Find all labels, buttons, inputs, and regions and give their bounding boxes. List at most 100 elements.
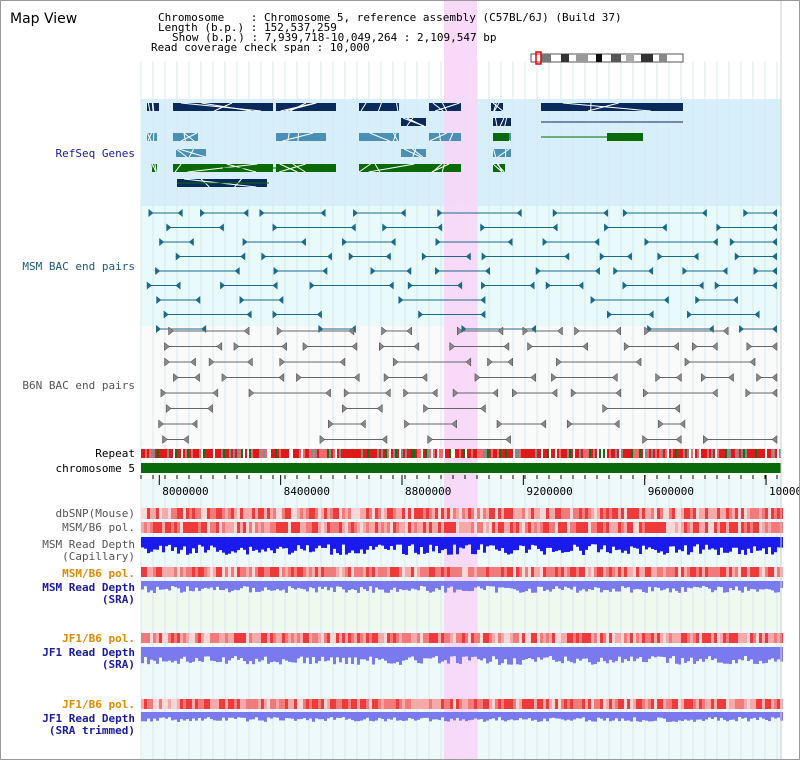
jf1-depth-sra-bar [456,647,459,664]
label-jf1-depth-trim[interactable]: JF1 Read Depth [42,712,135,725]
jf1-depth-trim-bar [405,712,408,721]
label-chromosome[interactable]: chromosome 5 [55,462,135,475]
jf1-b6-pol-trim-mark [765,699,768,709]
msm-b6-pol-sra-mark [366,567,369,577]
b6n-bac-end [771,341,778,352]
jf1-b6-pol-mark [378,633,381,643]
jf1-depth-sra-bar [669,647,672,659]
msm-depth-capillary-bar [453,537,456,545]
jf1-depth-sra-bar [390,647,393,664]
msm-b6-pol-mark [519,522,522,533]
jf1-b6-pol-trim-mark [609,699,612,709]
msm-b6-pol-mark [549,522,552,533]
repeat-mark [663,449,665,458]
jf1-depth-trim-bar [342,712,345,718]
label-msm-depth-capillary[interactable]: MSM Read Depth [42,538,135,551]
b6n-bac-end [351,341,358,352]
dbsnp-mark [738,508,741,519]
msm-depth-capillary-bar [624,537,627,551]
msm-depth-capillary-bar [207,537,210,550]
dbsnp-mark [345,508,348,519]
msm-depth-sra-bar [549,581,552,592]
repeat-mark [549,449,551,458]
dbsnp-mark [516,508,519,519]
msm-depth-capillary-bar [222,537,225,553]
msm-depth-capillary-bar [372,537,375,550]
msm-depth-capillary-bar [201,537,204,547]
msm-depth-sra-bar [339,581,342,587]
repeat-mark [757,449,759,458]
dbsnp-mark [210,508,213,519]
msm-depth-sra-bar [312,581,315,589]
msm-bac-end [682,267,688,275]
jf1-b6-pol-trim-mark [171,699,174,709]
msm-b6-pol-sra-mark [651,567,654,577]
repeat-mark [395,449,397,458]
dbsnp-mark [348,508,351,519]
jf1-b6-pol-trim-mark [174,699,177,709]
msm-depth-sra-bar [561,581,564,591]
jf1-b6-pol-trim-mark [729,699,732,709]
msm-b6-pol-mark [483,522,486,533]
msm-b6-pol-mark [423,522,426,533]
jf1-depth-sra-bar [174,647,177,661]
msm-bac-end [218,223,224,232]
repeat-mark [779,449,781,458]
label-jf1-b6-pol[interactable]: JF1/B6 pol. [62,632,135,645]
msm-b6-pol-mark [606,522,609,533]
jf1-depth-trim-bar [597,712,600,718]
jf1-depth-trim-bar [741,712,744,719]
msm-depth-sra-bar [180,581,183,593]
repeat-mark [715,449,717,458]
msm-b6-pol-sra-mark [552,567,555,577]
msm-b6-pol-mark [459,522,462,533]
jf1-b6-pol-trim-mark [213,699,216,709]
label-msm-depth-sra[interactable]: MSM Read Depth [42,581,135,594]
repeat-mark [615,449,617,458]
label-jf1-b6-pol-trim[interactable]: JF1/B6 pol. [62,698,135,711]
label-repeat[interactable]: Repeat [95,447,135,460]
msm-depth-sra-bar [345,581,348,593]
label-b6n-bac[interactable]: B6N BAC end pairs [22,379,135,392]
repeat-mark [729,449,731,458]
dbsnp-mark [402,508,405,519]
msm-b6-pol-mark [330,522,333,533]
msm-b6-pol-mark [711,522,714,533]
gene-exon-gap [175,148,188,158]
msm-b6-pol-sra-mark [768,567,771,577]
msm-b6-pol-sra-mark [375,567,378,577]
label-msm-depth-capillary-sub: (Capillary) [62,550,135,563]
label-msm-b6-pol[interactable]: MSM/B6 pol. [62,521,135,534]
dbsnp-mark [393,508,396,519]
repeat-mark [503,449,505,458]
msm-depth-sra-bar [660,581,663,591]
jf1-depth-trim-bar [303,712,306,719]
msm-b6-pol-sra-mark [480,567,483,577]
msm-b6-pol-sra-mark [486,567,489,577]
jf1-depth-trim-bar [513,712,516,721]
dbsnp-mark [711,508,714,519]
msm-depth-capillary-bar [402,537,405,555]
msm-bac-end [342,238,348,246]
msm-depth-sra-bar [309,581,312,588]
jf1-b6-pol-mark [648,633,651,643]
msm-depth-capillary-bar [399,537,402,545]
repeat-mark [447,449,449,458]
msm-depth-capillary-bar [711,537,714,549]
msm-b6-pol-mark [468,522,471,533]
label-refseq-genes[interactable]: RefSeq Genes [55,147,135,160]
msm-depth-capillary-bar [162,537,165,553]
msm-bac-end [535,267,541,275]
jf1-b6-pol-mark [435,633,438,643]
repeat-mark [295,449,297,458]
label-msm-bac[interactable]: MSM BAC end pairs [22,260,135,273]
msm-b6-pol-sra-mark [549,567,552,577]
msm-depth-sra-bar [270,581,273,591]
jf1-depth-trim-bar [474,712,477,719]
repeat-mark [459,449,461,458]
jf1-depth-sra-bar [681,647,684,659]
label-dbsnp[interactable]: dbSNP(Mouse) [55,507,135,520]
label-msm-b6-pol-sra[interactable]: MSM/B6 pol. [62,567,135,580]
label-jf1-depth-sra[interactable]: JF1 Read Depth [42,646,135,659]
jf1-b6-pol-mark [756,633,759,643]
